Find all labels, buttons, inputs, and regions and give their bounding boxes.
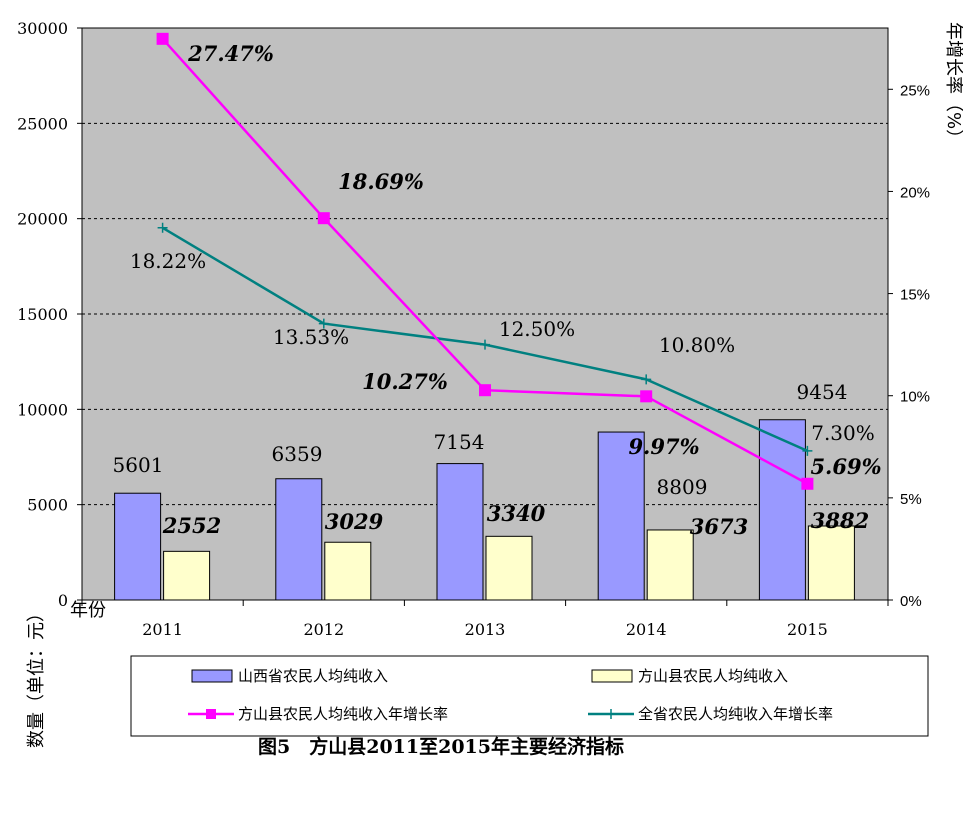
point-fangshan-growth <box>156 32 169 45</box>
left-tick-label: 0 <box>58 591 68 610</box>
point-province-growth <box>480 339 490 350</box>
line-label-fangshan: 5.69% <box>810 454 881 479</box>
line-label-fangshan: 27.47% <box>187 41 274 66</box>
bar-label-fangshan: 3029 <box>325 509 384 534</box>
line-label-province: 7.30% <box>811 421 875 445</box>
point-fangshan-growth <box>479 384 491 397</box>
bar-label-shanxi: 7154 <box>434 430 485 454</box>
point-fangshan-growth <box>317 212 330 225</box>
legend-label-1: 方山县农民人均纯收入 <box>638 667 788 685</box>
point-fangshan-growth <box>801 477 814 490</box>
right-tick-label: 25% <box>900 82 930 99</box>
x-tick-label: 2014 <box>626 620 667 639</box>
left-tick-label: 15000 <box>17 305 68 324</box>
legend: 山西省农民人均纯收入 方山县农民人均纯收入 方山县农民人均纯收入年增长率 全省农… <box>130 655 929 737</box>
bar-shanxi <box>758 419 806 601</box>
bar-label-shanxi: 5601 <box>113 453 164 477</box>
bar-fangshan <box>485 535 533 601</box>
bar-fangshan <box>807 525 855 601</box>
bar-shanxi <box>436 463 484 601</box>
point-fangshan-growth <box>640 390 653 403</box>
legend-marker-2 <box>206 709 216 719</box>
bar-label-fangshan: 3882 <box>811 508 869 533</box>
left-tick-label: 5000 <box>27 496 68 515</box>
left-axis-title: 数量（单位：元） <box>26 604 47 748</box>
point-province-growth <box>802 445 813 456</box>
bar-label-shanxi: 6359 <box>272 442 323 466</box>
right-axis-title: 年增长率（%） <box>943 22 963 147</box>
bar-label-fangshan: 3340 <box>487 501 546 526</box>
right-tick-label: 10% <box>900 389 930 406</box>
line-label-fangshan: 9.97% <box>628 434 699 459</box>
bar-label-fangshan: 3673 <box>690 514 748 539</box>
legend-swatch-bar-1 <box>591 669 633 683</box>
right-tick-label: 20% <box>900 184 930 201</box>
legend-label-0: 山西省农民人均纯收入 <box>238 667 388 685</box>
bar-shanxi <box>114 492 162 601</box>
bar-label-shanxi: 8809 <box>657 475 708 499</box>
legend-swatch-bar-0 <box>191 669 233 683</box>
chart-caption: 图5 方山县2011至2015年主要经济指标 <box>258 735 624 758</box>
x-tick-label: 2015 <box>787 620 828 639</box>
left-tick-label: 20000 <box>17 210 68 229</box>
line-label-fangshan: 18.69% <box>338 169 424 194</box>
x-axis-title: 年份 <box>70 600 106 621</box>
line-label-province: 13.53% <box>273 325 349 349</box>
right-tick-label: 5% <box>900 491 922 508</box>
left-tick-label: 25000 <box>17 114 68 133</box>
bar-fangshan <box>163 550 211 601</box>
legend-label-3: 全省农民人均纯收入年增长率 <box>638 705 833 723</box>
left-tick-label: 30000 <box>17 19 68 38</box>
bar-fangshan <box>646 529 694 601</box>
line-label-province: 12.50% <box>499 317 575 341</box>
point-province-growth <box>157 222 168 233</box>
point-province-growth <box>641 374 652 385</box>
bar-shanxi <box>597 431 645 601</box>
right-tick-label: 15% <box>900 287 930 304</box>
point-province-growth <box>318 318 329 329</box>
line-label-province: 10.80% <box>659 333 735 357</box>
legend-label-2: 方山县农民人均纯收入年增长率 <box>238 705 448 723</box>
left-tick-label: 10000 <box>17 400 68 419</box>
right-tick-label: 0% <box>900 593 922 610</box>
x-tick-label: 2011 <box>142 620 183 639</box>
line-label-fangshan: 10.27% <box>362 369 448 394</box>
x-tick-label: 2013 <box>465 620 506 639</box>
legend-marker-3 <box>606 709 616 719</box>
bar-label-shanxi: 9454 <box>797 380 848 404</box>
x-tick-label: 2012 <box>303 620 344 639</box>
legend-box <box>130 655 929 737</box>
line-label-province: 18.22% <box>130 249 206 273</box>
bar-label-fangshan: 2552 <box>162 513 221 538</box>
bar-fangshan <box>324 541 372 601</box>
bar-shanxi <box>275 478 323 601</box>
